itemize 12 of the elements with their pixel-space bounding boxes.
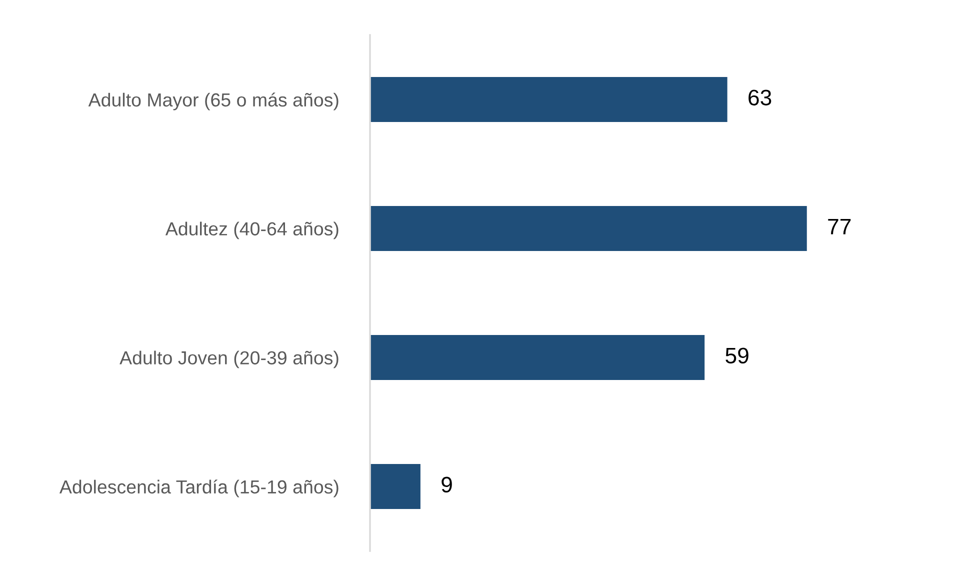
- bar: [370, 334, 706, 382]
- y-tick-label: Adulto Mayor (65 o más años): [88, 92, 338, 110]
- data-label: 9: [442, 476, 452, 492]
- data-label: 63: [748, 90, 772, 106]
- y-tick-label: Adolescencia Tardía (15-19 años): [59, 480, 338, 498]
- data-label: 59: [726, 348, 748, 364]
- y-tick-label: Adultez (40-64 años): [165, 222, 338, 240]
- bar: [370, 204, 808, 252]
- data-label: 77: [828, 218, 851, 234]
- bar: [370, 462, 422, 510]
- y-tick-label: Adulto Joven (20-39 años): [120, 350, 338, 368]
- bar: [370, 76, 729, 124]
